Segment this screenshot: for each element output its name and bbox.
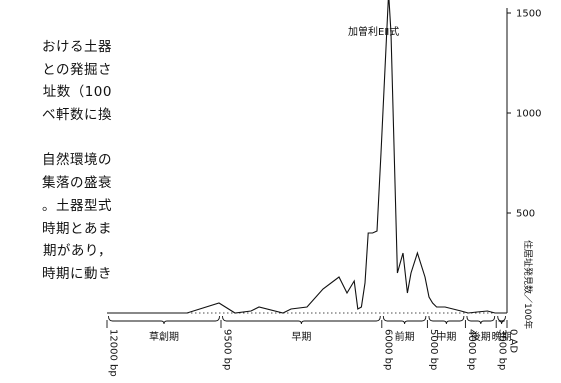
period-bracket <box>428 315 465 325</box>
y-tick-label: 1000 <box>516 109 541 120</box>
text-line-2: との発掘さ <box>42 61 112 78</box>
chart-periods: 草創期 早期 前期 中期 後期 晩期 <box>108 315 512 343</box>
period-bracket <box>222 315 381 325</box>
period-label: 晩期 <box>492 331 512 343</box>
period-bracket <box>108 315 220 325</box>
y-axis-label: 住居址発見数／100年 <box>522 240 534 329</box>
chart-axes: 500 1000 1500 <box>107 8 541 314</box>
chart-series <box>107 0 507 314</box>
text-line-10: 時期に動き <box>42 265 112 282</box>
text-line-8: 時期とあま <box>42 220 112 237</box>
text-line-5: 自然環境の <box>42 152 112 169</box>
period-bracket <box>382 315 427 325</box>
date-label: 12000 bp <box>108 329 119 377</box>
date-label: 6000 bp <box>382 329 393 370</box>
period-label: 草創期 <box>149 331 179 343</box>
period-label: 中期 <box>436 330 456 343</box>
annotation-label: 加曽利EⅡ式 <box>348 25 399 38</box>
chart-date-labels: 12000 bp 9500 bp 6000 bp 5000 bp 4000 bp 3000… <box>106 320 519 377</box>
series-line <box>107 0 507 314</box>
y-tick-label: 500 <box>516 209 535 220</box>
text-line-7: 。土器型式 <box>42 197 112 214</box>
y-tick-label: 1500 <box>516 9 541 20</box>
text-line-6: 集落の盛衰 <box>42 175 112 192</box>
date-label: 9500 bp <box>222 329 233 370</box>
date-label: 0 AD <box>508 329 519 353</box>
text-line-1: おける土器 <box>42 39 112 55</box>
period-label: 前期 <box>395 330 415 343</box>
text-line-9: 期があり， <box>42 243 112 260</box>
date-label: 5000 bp <box>428 329 439 370</box>
period-bracket <box>497 315 506 325</box>
date-label: 3000 bp <box>497 329 508 370</box>
period-label: 早期 <box>291 331 311 343</box>
text-line-3: 址数（100 <box>42 84 112 101</box>
period-label: 後期 <box>471 330 491 343</box>
date-label: 4000 bp <box>466 329 477 370</box>
body-text-fragment: おける土器 との発掘さ 址数（100 ベ軒数に換 自然環境の 集落の盛衰 。土器… <box>0 36 112 286</box>
period-bracket <box>466 315 496 325</box>
text-line-4: ベ軒数に換 <box>42 107 112 124</box>
